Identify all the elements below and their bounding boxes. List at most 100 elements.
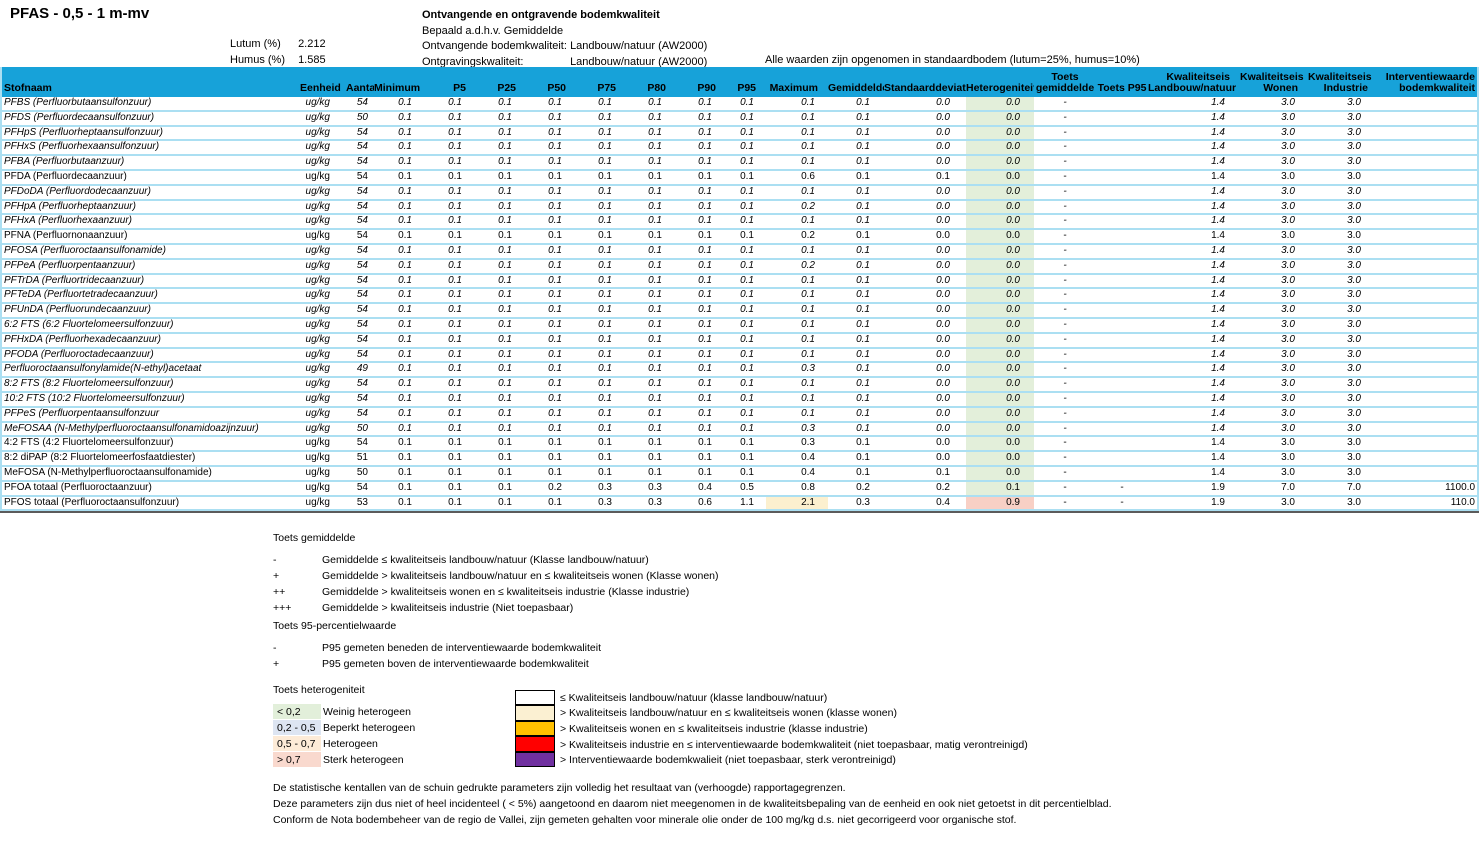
cell-p95: 0.1 bbox=[740, 111, 754, 123]
cell-aantal: 54 bbox=[356, 304, 368, 316]
cell-p25: 0.1 bbox=[498, 496, 512, 508]
legend-title: Toets gemiddelde bbox=[273, 532, 356, 544]
cell-toets_gemiddelde: - bbox=[1063, 437, 1067, 449]
cell-p90: 0.1 bbox=[698, 422, 712, 434]
cell-maximum: 0.1 bbox=[801, 304, 815, 316]
cell-p25: 0.1 bbox=[498, 97, 512, 108]
cell-aantal: 54 bbox=[356, 259, 368, 271]
cell-eenheid: ug/kg bbox=[305, 215, 330, 227]
cell-toets_p95 bbox=[1096, 112, 1148, 125]
cell-minimum: 0.1 bbox=[398, 348, 412, 360]
cell-minimum: 0.1 bbox=[398, 437, 412, 449]
cell-p25: 0.1 bbox=[498, 230, 512, 242]
cell-aantal: 53 bbox=[356, 496, 368, 508]
column-header-maximum: Maximum bbox=[769, 83, 818, 94]
cell-kw_landbouw: 1.9 bbox=[1211, 481, 1225, 493]
cell-toets_p95 bbox=[1096, 349, 1148, 362]
cell-p5: 0.1 bbox=[448, 244, 462, 256]
cell-interventiewaarde bbox=[1378, 437, 1479, 450]
cell-p80: 0.3 bbox=[648, 496, 662, 508]
cell-kw_landbouw: 1.4 bbox=[1211, 363, 1225, 375]
cell-eenheid: ug/kg bbox=[305, 259, 330, 271]
cell-p90: 0.1 bbox=[698, 215, 712, 227]
cell-maximum: 0.2 bbox=[801, 259, 815, 271]
cell-p95: 0.1 bbox=[740, 318, 754, 330]
cell-gemiddelde: 0.2 bbox=[856, 481, 870, 493]
cell-p95: 0.1 bbox=[740, 289, 754, 301]
legend-symbol: - bbox=[273, 642, 277, 654]
cell-kw_wonen: 3.0 bbox=[1281, 304, 1295, 316]
cell-toets_gemiddelde: - bbox=[1063, 452, 1067, 464]
cell-standaarddeviatie: 0.0 bbox=[936, 244, 950, 256]
cell-stofnaam: PFOS totaal (Perfluoroctaansulfonzuur) bbox=[4, 496, 180, 508]
cell-toets_p95 bbox=[1096, 289, 1148, 302]
cell-p25: 0.1 bbox=[498, 466, 512, 478]
cell-stofnaam: PFTrDA (Perfluortridecaanzuur) bbox=[4, 274, 145, 286]
cell-eenheid: ug/kg bbox=[305, 348, 330, 360]
column-header-p5: P5 bbox=[453, 83, 466, 94]
quality-method: Bepaald a.d.h.v. Gemiddelde bbox=[422, 24, 564, 37]
cell-minimum: 0.1 bbox=[398, 274, 412, 286]
cell-p5: 0.1 bbox=[448, 318, 462, 330]
cell-interventiewaarde bbox=[1378, 393, 1479, 406]
cell-p90: 0.1 bbox=[698, 185, 712, 197]
cell-heterogeniteit: 0.0 bbox=[966, 392, 1034, 406]
cell-eenheid: ug/kg bbox=[305, 244, 330, 256]
cell-heterogeniteit: 0.1 bbox=[966, 481, 1034, 495]
cell-kw_wonen: 3.0 bbox=[1281, 141, 1295, 153]
cell-standaarddeviatie: 0.0 bbox=[936, 200, 950, 212]
cell-toets_p95 bbox=[1096, 156, 1148, 169]
cell-p80: 0.1 bbox=[648, 215, 662, 227]
cell-p75: 0.1 bbox=[598, 185, 612, 197]
cell-kw_wonen: 3.0 bbox=[1281, 111, 1295, 123]
column-header-eenheid: Eenheid bbox=[300, 83, 341, 94]
cell-p50: 0.1 bbox=[548, 259, 562, 271]
cell-maximum: 0.1 bbox=[801, 244, 815, 256]
cell-p50: 0.1 bbox=[548, 407, 562, 419]
cell-toets_gemiddelde: - bbox=[1063, 141, 1067, 153]
cell-gemiddelde: 0.1 bbox=[856, 348, 870, 360]
cell-minimum: 0.1 bbox=[398, 318, 412, 330]
cell-kw_wonen: 3.0 bbox=[1281, 348, 1295, 360]
cell-toets_gemiddelde: - bbox=[1063, 259, 1067, 271]
cell-p95: 0.1 bbox=[740, 126, 754, 138]
cell-toets_gemiddelde: - bbox=[1063, 111, 1067, 123]
cell-p75: 0.1 bbox=[598, 215, 612, 227]
cell-p5: 0.1 bbox=[448, 407, 462, 419]
cell-p75: 0.1 bbox=[598, 363, 612, 375]
table-row: PFDA (Perfluordecaanzuur) ug/kg 54 0.1 0.1 0.… bbox=[0, 170, 1479, 186]
cell-maximum: 0.1 bbox=[801, 378, 815, 390]
cell-p5: 0.1 bbox=[448, 422, 462, 434]
cell-standaarddeviatie: 0.0 bbox=[936, 422, 950, 434]
cell-heterogeniteit: 0.0 bbox=[966, 259, 1034, 273]
cell-p5: 0.1 bbox=[448, 304, 462, 316]
cell-gemiddelde: 0.1 bbox=[856, 378, 870, 390]
cell-aantal: 54 bbox=[356, 437, 368, 449]
cell-p95: 0.1 bbox=[740, 97, 754, 108]
column-header-aantal: Aantal bbox=[346, 83, 374, 94]
lutum-row: Lutum (%) 2.212 bbox=[230, 36, 326, 52]
cell-p80: 0.1 bbox=[648, 259, 662, 271]
cell-minimum: 0.1 bbox=[398, 452, 412, 464]
cell-maximum: 0.2 bbox=[801, 200, 815, 212]
cell-p5: 0.1 bbox=[448, 141, 462, 153]
cell-interventiewaarde bbox=[1378, 319, 1479, 332]
cell-standaarddeviatie: 0.0 bbox=[936, 437, 950, 449]
cell-aantal: 50 bbox=[356, 111, 368, 123]
cell-p50: 0.1 bbox=[548, 333, 562, 345]
legend-text: Gemiddelde ≤ kwaliteitseis landbouw/natu… bbox=[322, 554, 649, 566]
cell-maximum: 0.8 bbox=[801, 481, 815, 493]
cell-kw_industrie: 3.0 bbox=[1347, 452, 1361, 464]
cell-heterogeniteit: 0.0 bbox=[966, 111, 1034, 125]
cell-stofnaam: PFTeDA (Perfluortetradecaanzuur) bbox=[4, 289, 158, 301]
cell-interventiewaarde bbox=[1378, 141, 1479, 154]
cell-p90: 0.6 bbox=[698, 496, 712, 508]
table-row: PFNA (Perfluornonaanzuur) ug/kg 54 0.1 0.1 0.… bbox=[0, 230, 1479, 245]
cell-p90: 0.1 bbox=[698, 437, 712, 449]
cell-maximum: 0.1 bbox=[801, 407, 815, 419]
cell-kw_industrie: 3.0 bbox=[1347, 170, 1361, 182]
cell-p75: 0.1 bbox=[598, 97, 612, 108]
cell-p80: 0.1 bbox=[648, 392, 662, 404]
cell-toets_p95 bbox=[1096, 437, 1148, 450]
cell-p90: 0.1 bbox=[698, 318, 712, 330]
